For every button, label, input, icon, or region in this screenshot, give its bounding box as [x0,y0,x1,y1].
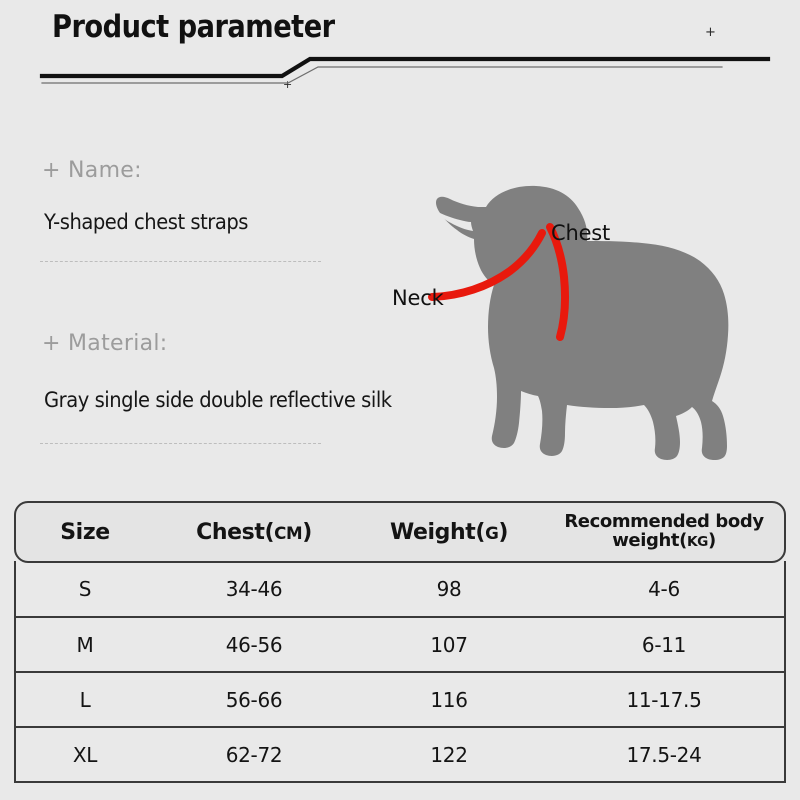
spec-label-name: + Name: [42,158,142,183]
column-header-rec-line1: Recommended body [564,511,764,533]
cell-size: M [76,632,94,657]
cell-size: S [78,576,92,601]
diagram-label-chest: Chest [551,221,611,245]
column-header-chest: Chest(CM) [154,520,354,545]
table-row: XL 62-72 122 17.5-24 [16,726,784,781]
cell-weight: 98 [436,576,462,601]
plus-marker-top-right: + [705,25,716,40]
cell-recommended-weight: 17.5-24 [626,742,702,767]
column-header-weight-text: Weight( [389,519,486,545]
size-table: Size Chest(CM) Weight(G) Recommended bod… [14,501,786,783]
cell-chest: 56-66 [225,687,283,712]
column-header-weight-unit: G [485,522,499,543]
page-title: Product parameter [52,9,335,45]
spec-label-material: + Material: [42,331,168,356]
cell-recommended-weight: 4-6 [648,576,680,601]
column-header-size: Size [60,519,110,545]
cell-chest: 34-46 [225,576,283,601]
spec-value-name: Y-shaped chest straps [44,210,249,234]
diagram-label-neck: Neck [392,286,444,310]
cell-weight: 122 [430,742,468,767]
harness-straps-icon [428,223,569,341]
column-header-chest-text: Chest( [196,519,275,545]
column-header-weight-paren: ) [498,519,509,545]
column-header-weight: Weight(G) [354,520,544,545]
column-header-recommended-weight: Recommended body weight(KG) [544,511,784,551]
table-body: S 34-46 98 4-6 M 46-56 107 6-11 L 56-66 … [14,561,786,783]
spec-divider-material [40,443,321,444]
table-header-row: Size Chest(CM) Weight(G) Recommended bod… [14,501,786,563]
page-header: Product parameter + + [0,0,800,110]
table-row: S 34-46 98 4-6 [16,561,784,616]
column-header-rec-paren: ) [707,530,716,551]
cell-weight: 116 [430,687,468,712]
cell-size: XL [72,742,98,767]
dog-measurement-diagram [390,175,790,475]
header-divider [39,56,771,84]
cell-size: L [79,687,91,712]
cell-recommended-weight: 11-17.5 [626,687,702,712]
column-header-chest-unit: CM [274,522,303,543]
spec-divider-name [40,261,321,262]
cell-recommended-weight: 6-11 [641,632,687,657]
column-header-rec-unit: KG [686,534,708,550]
plus-marker-divider: + [283,78,293,91]
cell-chest: 46-56 [225,632,283,657]
table-row: M 46-56 107 6-11 [16,616,784,671]
table-row: L 56-66 116 11-17.5 [16,671,784,726]
spec-value-material: Gray single side double reflective silk [44,388,392,412]
column-header-chest-paren: ) [302,519,312,545]
column-header-rec-line2: weight( [612,530,687,551]
cell-chest: 62-72 [225,742,283,767]
cell-weight: 107 [430,632,468,657]
dog-silhouette-icon [436,185,729,461]
